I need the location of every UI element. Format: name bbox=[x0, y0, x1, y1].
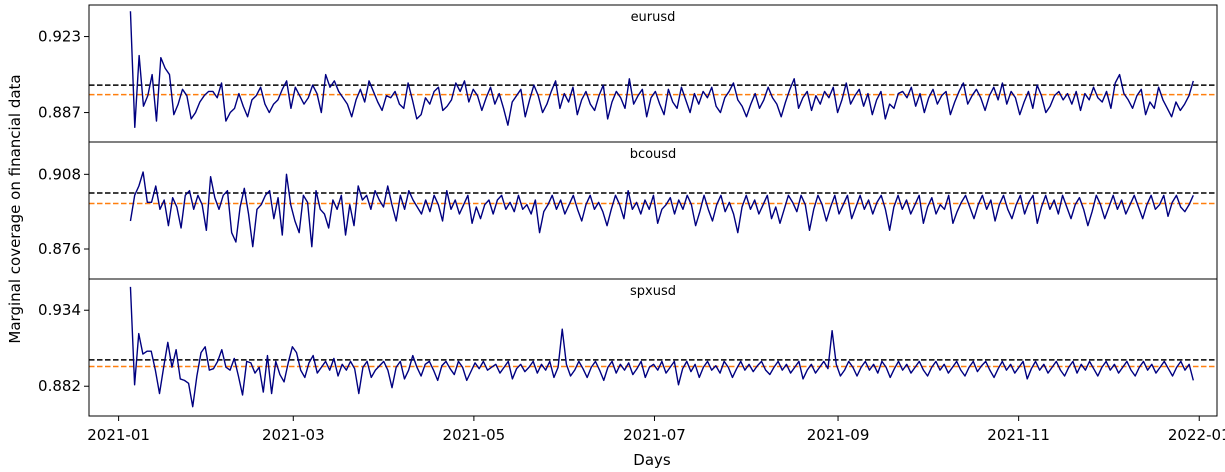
x-tick-label: 2021-07 bbox=[623, 426, 686, 444]
x-tick-label: 2021-05 bbox=[443, 426, 506, 444]
series-line-eurusd bbox=[129, 11, 1194, 129]
series-line-bcousd bbox=[129, 171, 1194, 248]
y-tick-label: 0.887 bbox=[38, 104, 81, 122]
x-tick-label: 2021-11 bbox=[987, 426, 1050, 444]
panel-spxusd: spxusd 0.934 0.882 bbox=[38, 278, 1218, 417]
x-tick-label: 2022-01 bbox=[1168, 426, 1225, 444]
x-tick-label: 2021-03 bbox=[262, 426, 325, 444]
x-tick-label: 2021-09 bbox=[807, 426, 870, 444]
x-axis-label: Days bbox=[633, 451, 671, 469]
y-tick-label: 0.882 bbox=[38, 377, 81, 395]
y-tick-label: 0.908 bbox=[38, 165, 81, 183]
panel-title: bcousd bbox=[630, 147, 677, 162]
series-line-spxusd bbox=[129, 286, 1194, 408]
x-axis: 2021-01 2021-03 2021-05 2021-07 2021-09 2021-… bbox=[87, 416, 1225, 444]
y-tick-label: 0.923 bbox=[38, 28, 81, 46]
x-tick-label: 2021-01 bbox=[87, 426, 150, 444]
y-axis-label: Marginal coverage on financial data bbox=[6, 74, 24, 343]
panel-frame bbox=[88, 278, 1218, 417]
panel-bcousd: bcousd 0.908 0.876 bbox=[38, 141, 1218, 280]
panel-frame bbox=[88, 141, 1218, 280]
panel-title: eurusd bbox=[631, 10, 676, 25]
y-tick-label: 0.876 bbox=[38, 240, 81, 258]
panels: eurusd 0.923 0.887 bcousd 0.908 0.876 spxusd 0.… bbox=[38, 4, 1218, 417]
y-tick-label: 0.934 bbox=[38, 301, 81, 319]
panel-frame bbox=[88, 4, 1218, 143]
panel-title: spxusd bbox=[630, 284, 676, 299]
panel-eurusd: eurusd 0.923 0.887 bbox=[38, 4, 1218, 143]
